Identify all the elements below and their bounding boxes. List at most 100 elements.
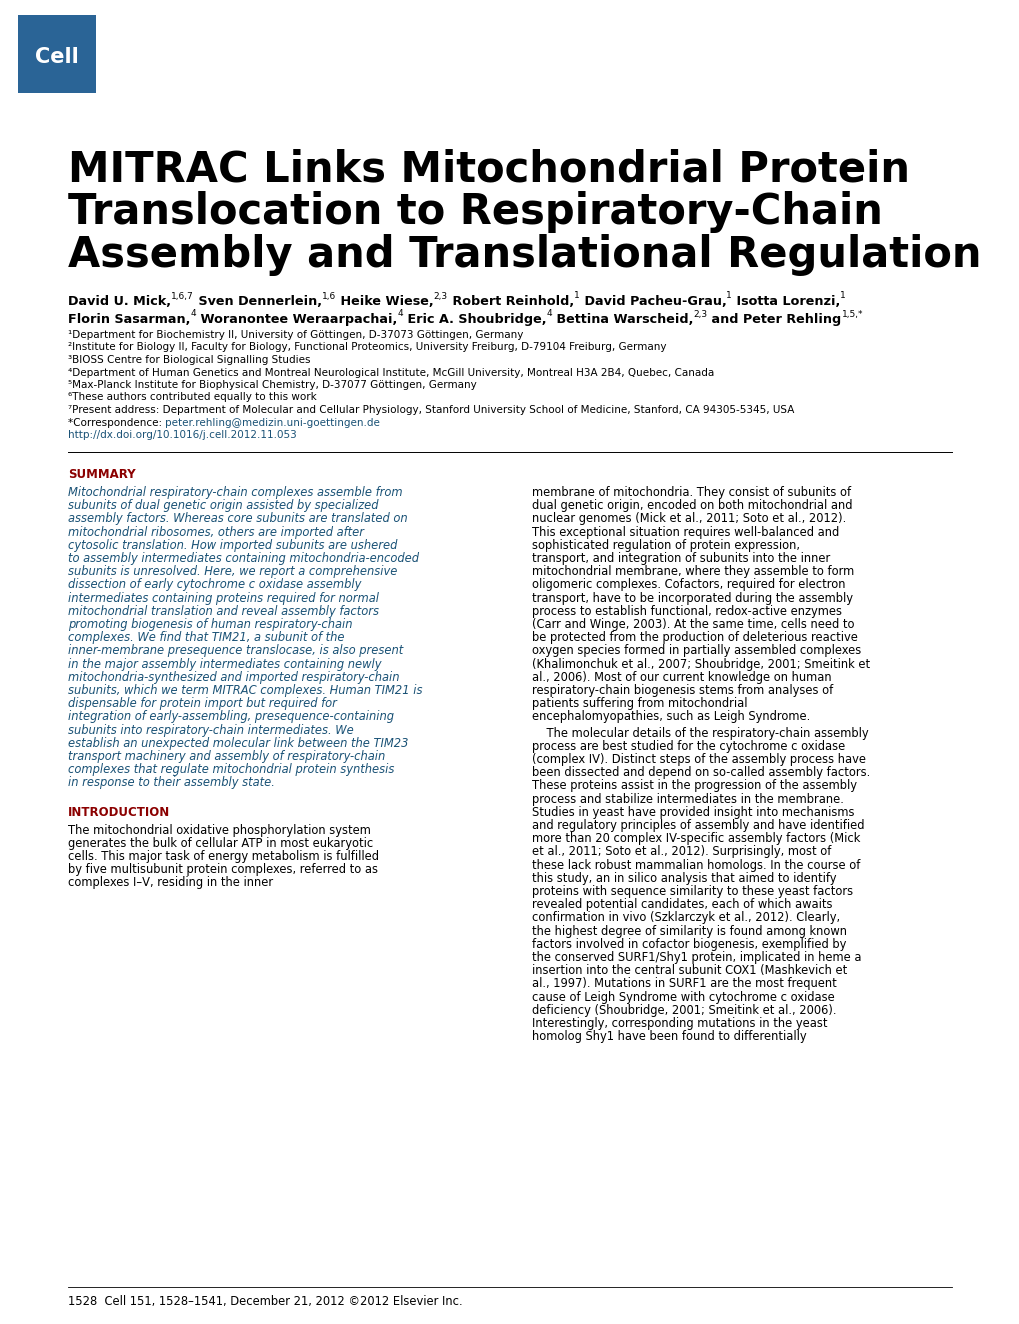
Text: complexes I–V, residing in the inner: complexes I–V, residing in the inner — [68, 876, 273, 890]
Text: These proteins assist in the progression of the assembly: These proteins assist in the progression… — [532, 780, 856, 792]
Text: ⁶These authors contributed equally to this work: ⁶These authors contributed equally to th… — [68, 392, 317, 402]
Text: Eric A. Shoubridge,: Eric A. Shoubridge, — [403, 312, 546, 326]
Text: David Pacheu-Grau,: David Pacheu-Grau, — [579, 295, 726, 308]
Text: Translocation to Respiratory-Chain: Translocation to Respiratory-Chain — [68, 191, 882, 233]
Text: dissection of early cytochrome c oxidase assembly: dissection of early cytochrome c oxidase… — [68, 579, 361, 592]
Text: http://dx.doi.org/10.1016/j.cell.2012.11.053: http://dx.doi.org/10.1016/j.cell.2012.11… — [68, 430, 297, 440]
Text: subunits into respiratory-chain intermediates. We: subunits into respiratory-chain intermed… — [68, 724, 354, 736]
Text: revealed potential candidates, each of which awaits: revealed potential candidates, each of w… — [532, 898, 832, 911]
Text: inner-membrane presequence translocase, is also present: inner-membrane presequence translocase, … — [68, 645, 403, 658]
Text: Mitochondrial respiratory-chain complexes assemble from: Mitochondrial respiratory-chain complexe… — [68, 486, 403, 499]
Text: this study, an in silico analysis that aimed to identify: this study, an in silico analysis that a… — [532, 871, 836, 884]
Text: promoting biogenesis of human respiratory-chain: promoting biogenesis of human respirator… — [68, 618, 353, 632]
Text: in response to their assembly state.: in response to their assembly state. — [68, 776, 274, 789]
Text: transport machinery and assembly of respiratory-chain: transport machinery and assembly of resp… — [68, 749, 385, 763]
Text: Bettina Warscheid,: Bettina Warscheid, — [551, 312, 693, 326]
Text: factors involved in cofactor biogenesis, exemplified by: factors involved in cofactor biogenesis,… — [532, 937, 846, 951]
Text: ⁵Max-Planck Institute for Biophysical Chemistry, D-37077 Göttingen, Germany: ⁵Max-Planck Institute for Biophysical Ch… — [68, 380, 476, 391]
Text: The mitochondrial oxidative phosphorylation system: The mitochondrial oxidative phosphorylat… — [68, 824, 371, 837]
Text: insertion into the central subunit COX1 (Mashkevich et: insertion into the central subunit COX1 … — [532, 964, 847, 977]
Text: Robert Reinhold,: Robert Reinhold, — [447, 295, 574, 308]
Bar — [18, 15, 96, 93]
Text: subunits, which we term MITRAC complexes. Human TIM21 is: subunits, which we term MITRAC complexes… — [68, 685, 422, 696]
Text: 1528  Cell 151, 1528–1541, December 21, 2012 ©2012 Elsevier Inc.: 1528 Cell 151, 1528–1541, December 21, 2… — [68, 1295, 463, 1308]
Text: patients suffering from mitochondrial: patients suffering from mitochondrial — [532, 698, 747, 710]
Text: 4: 4 — [191, 310, 196, 319]
Text: INTRODUCTION: INTRODUCTION — [68, 805, 170, 818]
Text: intermediates containing proteins required for normal: intermediates containing proteins requir… — [68, 592, 379, 605]
Text: transport, have to be incorporated during the assembly: transport, have to be incorporated durin… — [532, 592, 852, 605]
Text: ⁷Present address: Department of Molecular and Cellular Physiology, Stanford Univ: ⁷Present address: Department of Molecula… — [68, 405, 794, 414]
Text: dual genetic origin, encoded on both mitochondrial and: dual genetic origin, encoded on both mit… — [532, 499, 852, 512]
Text: and Peter Rehling: and Peter Rehling — [707, 312, 841, 326]
Text: Isotta Lorenzi,: Isotta Lorenzi, — [732, 295, 840, 308]
Text: been dissected and depend on so-called assembly factors.: been dissected and depend on so-called a… — [532, 767, 869, 780]
Text: This exceptional situation requires well-balanced and: This exceptional situation requires well… — [532, 526, 839, 539]
Text: 4: 4 — [396, 310, 403, 319]
Text: Cell: Cell — [35, 46, 78, 68]
Text: Studies in yeast have provided insight into mechanisms: Studies in yeast have provided insight i… — [532, 806, 854, 818]
Text: ²Institute for Biology II, Faculty for Biology, Functional Proteomics, Universit: ²Institute for Biology II, Faculty for B… — [68, 343, 665, 352]
Text: 4: 4 — [546, 310, 551, 319]
Text: complexes that regulate mitochondrial protein synthesis: complexes that regulate mitochondrial pr… — [68, 763, 394, 776]
Text: 1,6,7: 1,6,7 — [171, 291, 194, 301]
Text: peter.rehling@medizin.uni-goettingen.de: peter.rehling@medizin.uni-goettingen.de — [165, 417, 380, 428]
Text: Assembly and Translational Regulation: Assembly and Translational Regulation — [68, 234, 980, 275]
Text: these lack robust mammalian homologs. In the course of: these lack robust mammalian homologs. In… — [532, 858, 860, 871]
Text: homolog Shy1 have been found to differentially: homolog Shy1 have been found to differen… — [532, 1030, 806, 1043]
Text: generates the bulk of cellular ATP in most eukaryotic: generates the bulk of cellular ATP in mo… — [68, 837, 373, 850]
Text: (complex IV). Distinct steps of the assembly process have: (complex IV). Distinct steps of the asse… — [532, 753, 865, 767]
Text: respiratory-chain biogenesis stems from analyses of: respiratory-chain biogenesis stems from … — [532, 685, 833, 696]
Text: nuclear genomes (Mick et al., 2011; Soto et al., 2012).: nuclear genomes (Mick et al., 2011; Soto… — [532, 512, 846, 526]
Text: 2,3: 2,3 — [693, 310, 707, 319]
Text: al., 2006). Most of our current knowledge on human: al., 2006). Most of our current knowledg… — [532, 671, 830, 683]
Text: SUMMARY: SUMMARY — [68, 467, 136, 481]
Text: Woranontee Weraarpachai,: Woranontee Weraarpachai, — [196, 312, 396, 326]
Text: subunits is unresolved. Here, we report a comprehensive: subunits is unresolved. Here, we report … — [68, 565, 397, 579]
Text: 1: 1 — [840, 291, 846, 301]
Text: by five multisubunit protein complexes, referred to as: by five multisubunit protein complexes, … — [68, 863, 378, 876]
Text: more than 20 complex IV-specific assembly factors (Mick: more than 20 complex IV-specific assembl… — [532, 833, 860, 845]
Text: process and stabilize intermediates in the membrane.: process and stabilize intermediates in t… — [532, 793, 843, 805]
Text: oxygen species formed in partially assembled complexes: oxygen species formed in partially assem… — [532, 645, 860, 658]
Text: proteins with sequence similarity to these yeast factors: proteins with sequence similarity to the… — [532, 884, 852, 898]
Text: al., 1997). Mutations in SURF1 are the most frequent: al., 1997). Mutations in SURF1 are the m… — [532, 977, 836, 990]
Text: complexes. We find that TIM21, a subunit of the: complexes. We find that TIM21, a subunit… — [68, 632, 344, 645]
Text: and regulatory principles of assembly and have identified: and regulatory principles of assembly an… — [532, 820, 864, 831]
Text: (Khalimonchuk et al., 2007; Shoubridge, 2001; Smeitink et: (Khalimonchuk et al., 2007; Shoubridge, … — [532, 658, 869, 670]
Text: the highest degree of similarity is found among known: the highest degree of similarity is foun… — [532, 924, 846, 937]
Text: Heike Wiese,: Heike Wiese, — [335, 295, 433, 308]
Text: mitochondrial membrane, where they assemble to form: mitochondrial membrane, where they assem… — [532, 565, 854, 579]
Text: MITRAC Links Mitochondrial Protein: MITRAC Links Mitochondrial Protein — [68, 148, 909, 191]
Text: oligomeric complexes. Cofactors, required for electron: oligomeric complexes. Cofactors, require… — [532, 579, 845, 592]
Text: 1: 1 — [726, 291, 732, 301]
Text: process are best studied for the cytochrome c oxidase: process are best studied for the cytochr… — [532, 740, 845, 753]
Text: mitochondria-synthesized and imported respiratory-chain: mitochondria-synthesized and imported re… — [68, 671, 399, 683]
Text: cause of Leigh Syndrome with cytochrome c oxidase: cause of Leigh Syndrome with cytochrome … — [532, 990, 834, 1004]
Text: Sven Dennerlein,: Sven Dennerlein, — [194, 295, 321, 308]
Text: 1,5,*: 1,5,* — [841, 310, 862, 319]
Text: Florin Sasarman,: Florin Sasarman, — [68, 312, 191, 326]
Text: 2,3: 2,3 — [433, 291, 447, 301]
Text: to assembly intermediates containing mitochondria-encoded: to assembly intermediates containing mit… — [68, 552, 419, 565]
Text: (Carr and Winge, 2003). At the same time, cells need to: (Carr and Winge, 2003). At the same time… — [532, 618, 854, 632]
Text: dispensable for protein import but required for: dispensable for protein import but requi… — [68, 698, 336, 710]
Text: 1: 1 — [574, 291, 579, 301]
Text: et al., 2011; Soto et al., 2012). Surprisingly, most of: et al., 2011; Soto et al., 2012). Surpri… — [532, 846, 830, 858]
Text: in the major assembly intermediates containing newly: in the major assembly intermediates cont… — [68, 658, 381, 670]
Text: cells. This major task of energy metabolism is fulfilled: cells. This major task of energy metabol… — [68, 850, 379, 863]
Text: sophisticated regulation of protein expression,: sophisticated regulation of protein expr… — [532, 539, 799, 552]
Text: subunits of dual genetic origin assisted by specialized: subunits of dual genetic origin assisted… — [68, 499, 378, 512]
Text: cytosolic translation. How imported subunits are ushered: cytosolic translation. How imported subu… — [68, 539, 397, 552]
Text: assembly factors. Whereas core subunits are translated on: assembly factors. Whereas core subunits … — [68, 512, 408, 526]
Text: mitochondrial translation and reveal assembly factors: mitochondrial translation and reveal ass… — [68, 605, 379, 618]
Text: *Correspondence:: *Correspondence: — [68, 417, 165, 428]
Text: be protected from the production of deleterious reactive: be protected from the production of dele… — [532, 632, 857, 645]
Text: establish an unexpected molecular link between the TIM23: establish an unexpected molecular link b… — [68, 736, 408, 749]
Text: ⁴Department of Human Genetics and Montreal Neurological Institute, McGill Univer: ⁴Department of Human Genetics and Montre… — [68, 368, 713, 377]
Text: transport, and integration of subunits into the inner: transport, and integration of subunits i… — [532, 552, 829, 565]
Text: process to establish functional, redox-active enzymes: process to establish functional, redox-a… — [532, 605, 841, 618]
Text: David U. Mick,: David U. Mick, — [68, 295, 171, 308]
Text: ¹Department for Biochemistry II, University of Göttingen, D-37073 Göttingen, Ger: ¹Department for Biochemistry II, Univers… — [68, 330, 523, 340]
Text: ³BIOSS Centre for Biological Signalling Studies: ³BIOSS Centre for Biological Signalling … — [68, 355, 310, 365]
